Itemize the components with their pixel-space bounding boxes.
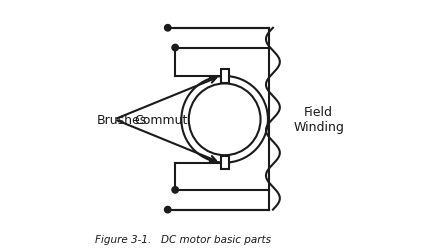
- FancyBboxPatch shape: [221, 156, 229, 170]
- Text: Armature: Armature: [195, 113, 254, 126]
- Text: Brushes: Brushes: [97, 113, 147, 126]
- Circle shape: [165, 207, 171, 213]
- FancyBboxPatch shape: [221, 70, 229, 83]
- Text: Commutator: Commutator: [134, 113, 213, 126]
- Circle shape: [189, 84, 260, 155]
- Text: Field
Winding: Field Winding: [293, 106, 344, 134]
- Circle shape: [165, 25, 171, 32]
- Text: Figure 3-1.   DC motor basic parts: Figure 3-1. DC motor basic parts: [95, 234, 271, 244]
- Circle shape: [172, 187, 178, 193]
- Circle shape: [172, 45, 178, 52]
- Circle shape: [181, 77, 268, 163]
